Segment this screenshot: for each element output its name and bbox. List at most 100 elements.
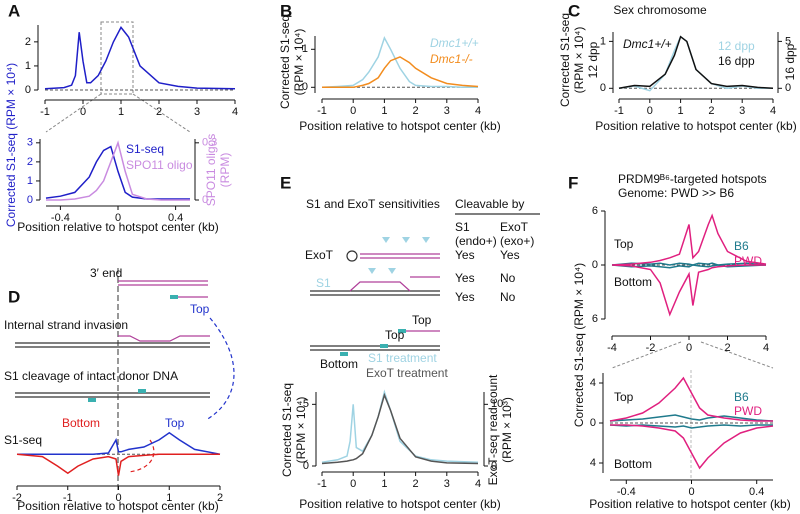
cell: Yes [455, 290, 475, 304]
x-tick-label: 0 [647, 105, 653, 117]
x-tick-label: 0 [686, 342, 692, 354]
x-tick-label: -2 [12, 492, 22, 504]
x-tick-label: -1 [317, 478, 327, 490]
row-label: ExoT [305, 248, 334, 262]
y-tick-label: 2 [25, 36, 31, 48]
y-tick-label: 10 [491, 398, 503, 410]
column-label: S1 [455, 220, 470, 234]
x-tick-label: 2 [413, 105, 419, 117]
xlabel: Position relative to hotspot center (kb) [17, 499, 218, 513]
y-tick-label: 5 [303, 398, 309, 410]
series-line [611, 213, 767, 266]
y-tick-label: 4 [590, 377, 596, 389]
x-tick-label: 3 [444, 105, 450, 117]
x-tick-label: 3 [739, 105, 745, 117]
strand-label: Bottom [320, 357, 358, 371]
y2label: (RPM) [218, 153, 232, 188]
cell: Yes [455, 248, 475, 262]
y-tick-label: 4 [590, 457, 596, 469]
ylabel: (RPM × 10⁴) [294, 397, 308, 464]
panel-label: D [8, 287, 20, 306]
x-tick-label: -1 [63, 492, 73, 504]
y-tick-label: 0 [25, 84, 31, 96]
y-tick-label: 2 [27, 156, 33, 168]
diagram-d [15, 268, 235, 490]
y-tick-label: 0 [27, 194, 33, 206]
x-tick-label: -1 [40, 106, 50, 118]
x-tick-label: 0.4 [168, 212, 183, 224]
series-line [46, 140, 190, 201]
x-tick-label: 2 [156, 106, 162, 118]
ylabel: (RPM × 10⁴) [572, 27, 586, 94]
cell: No [500, 271, 516, 285]
panel-label: A [8, 1, 20, 20]
y-tick-label: 1 [600, 35, 606, 47]
y-tick-label: 6 [592, 205, 598, 217]
ylabel: (RPM × 10⁴) [292, 29, 306, 96]
xlabel: Position relative to hotspot center (kb) [299, 119, 500, 133]
ylabel: Corrected S1-seq (RPM × 10⁴) [572, 263, 586, 427]
x-tick-label: -0.4 [51, 212, 70, 224]
legend-label: B6 [734, 390, 749, 404]
column-label: (endo+) [455, 234, 497, 248]
x-tick-label: 3 [194, 106, 200, 118]
y-tick-label: 0 [785, 82, 791, 94]
x-tick-label: 0 [688, 486, 694, 498]
legend-label: S1-seq [126, 142, 164, 156]
xlabel: Position relative to hotspot center (kb) [299, 497, 500, 511]
legend-label: PWD [734, 404, 762, 418]
y-tick-label: 5 [785, 35, 791, 47]
series-line [321, 389, 479, 464]
step-label: Internal strand invasion [4, 318, 128, 332]
ylabel: Corrected S1-seq (RPM × 10⁴) [4, 63, 18, 227]
x-tick-label: 1 [381, 478, 387, 490]
x-tick-label: 1 [166, 492, 172, 504]
series-line [609, 414, 774, 422]
column-header: Cleavable by [455, 197, 524, 211]
legend-label: SPO11 oligo [126, 158, 193, 172]
y-tick-label: 0 [202, 194, 208, 206]
series-line [609, 376, 773, 422]
x-tick-label: -2 [646, 342, 656, 354]
ylabel: 12 dpp [586, 41, 600, 78]
cell: Yes [455, 271, 475, 285]
x-tick-label: 3 [444, 478, 450, 490]
y-tick-label: 0 [491, 460, 497, 472]
y-tick-label: 0 [303, 460, 309, 472]
x-tick-label: 2 [217, 492, 223, 504]
column-label: ExoT [500, 220, 529, 234]
x-tick-label: 4 [232, 106, 238, 118]
y2label: ExoT-seq read count [486, 374, 500, 485]
x-tick-label: -1 [614, 105, 624, 117]
legend-label: 12 dpp [718, 39, 755, 53]
annotation: Top [614, 237, 634, 251]
chart-title: Sex chromosome [613, 3, 707, 17]
series-line [45, 145, 190, 200]
series-line [321, 392, 479, 465]
x-tick-label: -1 [317, 105, 327, 117]
y-tick-label: 0 [592, 259, 598, 271]
y2label: SPO11 oligos [204, 134, 218, 207]
column-label: (exo+) [500, 234, 534, 248]
legend-label: Dmc1+/+ [430, 36, 479, 50]
legend-label: 16 dpp [718, 54, 755, 68]
panel-label: B [280, 1, 292, 20]
x-tick-label: 4 [770, 105, 776, 117]
y-tick-label: 1 [25, 60, 31, 72]
series-line [44, 26, 236, 90]
series-line [609, 424, 773, 429]
strand-label: Top [165, 416, 185, 430]
annotation: Dmc1+/+ [623, 37, 672, 51]
series-line [618, 35, 774, 90]
diagram-title: S1 and ExoT sensitivities [306, 197, 440, 211]
ylabel: Corrected S1-seq [280, 383, 294, 477]
y-tick-label: 0 [590, 417, 596, 429]
series-line [17, 431, 221, 455]
x-tick-label: 4 [475, 478, 481, 490]
legend-label: S1 treatment [368, 351, 437, 365]
strand-label: Top [385, 328, 405, 342]
legend-label: ExoT treatment [366, 366, 448, 380]
diagram-e [310, 213, 540, 356]
x-tick-label: 0 [115, 212, 121, 224]
